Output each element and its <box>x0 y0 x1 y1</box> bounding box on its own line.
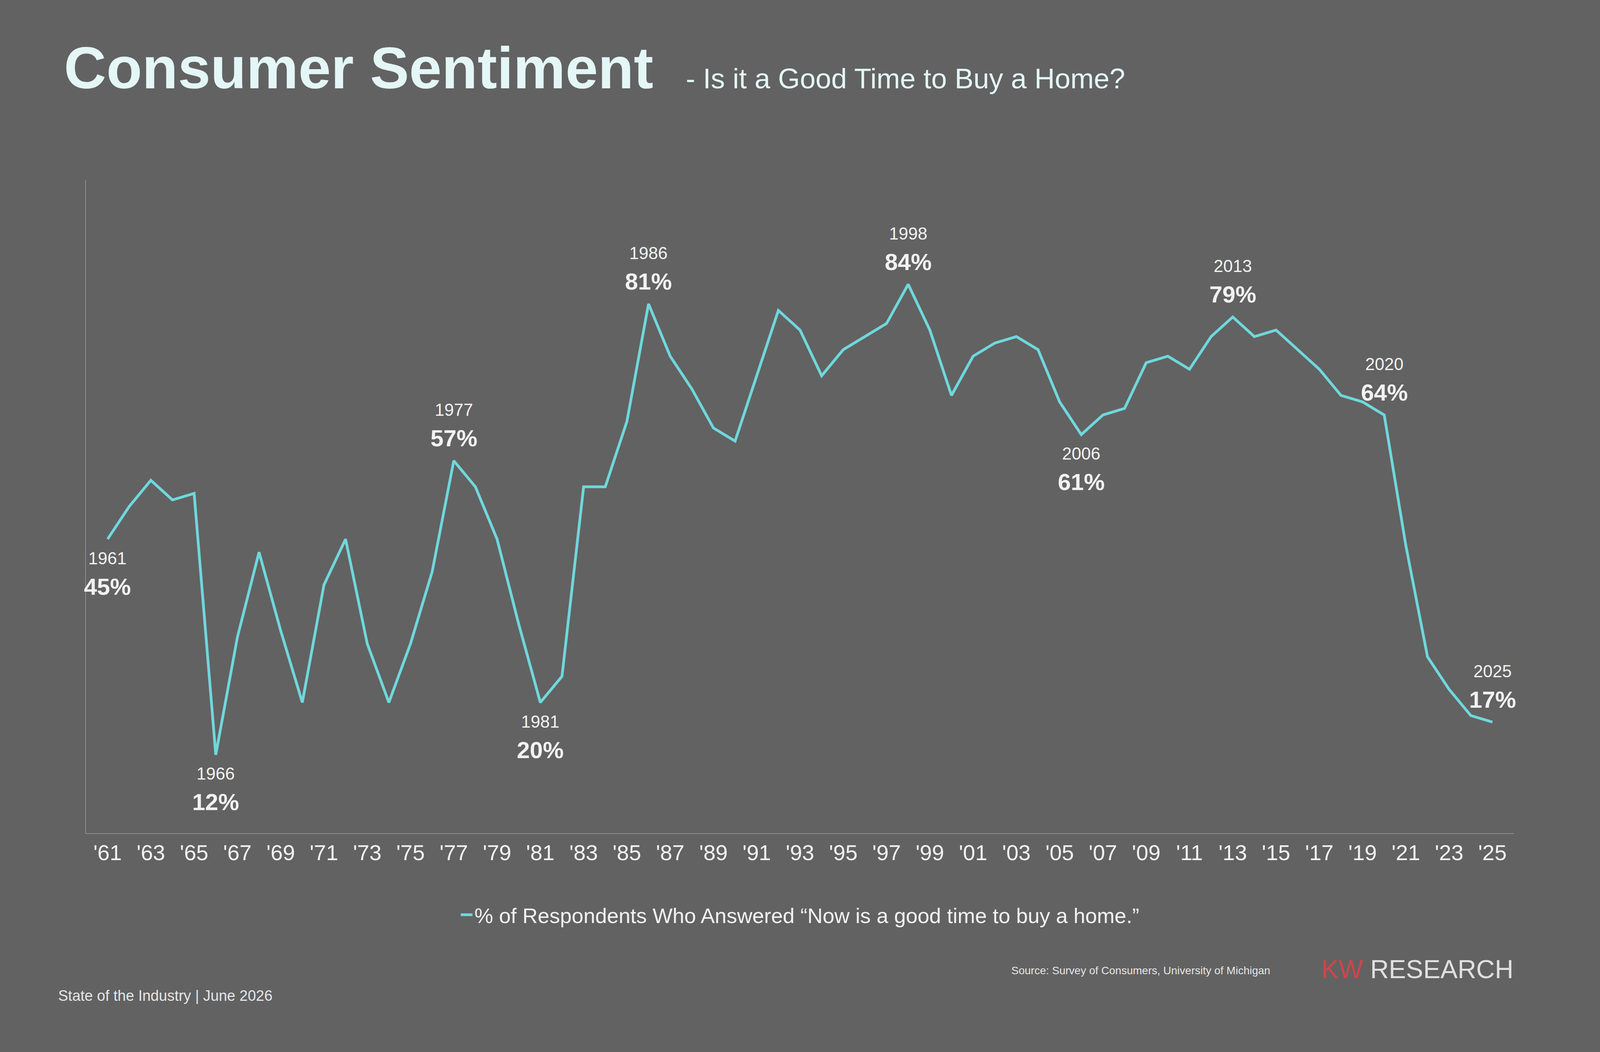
svg-text:'79: '79 <box>482 839 512 865</box>
svg-text:'23: '23 <box>1434 839 1464 865</box>
svg-text:'11: '11 <box>1176 839 1204 865</box>
svg-text:'97: '97 <box>872 839 901 865</box>
svg-text:196145%: 196145% <box>83 548 131 600</box>
svg-text:'65: '65 <box>179 839 209 865</box>
svg-text:202517%: 202517% <box>1469 661 1517 713</box>
svg-text:199884%: 199884% <box>884 223 932 275</box>
svg-text:'61: '61 <box>93 839 122 865</box>
svg-text:197757%: 197757% <box>430 400 478 452</box>
svg-text:'01: '01 <box>958 839 988 865</box>
svg-text:'63: '63 <box>136 839 166 865</box>
svg-text:'13: '13 <box>1218 839 1247 865</box>
svg-text:Source: Survey of Consumers, U: Source: Survey of Consumers, University … <box>1011 964 1271 977</box>
svg-text:'87: '87 <box>655 839 685 865</box>
svg-text:'73: '73 <box>353 839 382 865</box>
svg-text:'05: '05 <box>1045 839 1074 865</box>
svg-text:'15: '15 <box>1261 839 1291 865</box>
svg-text:'71: '71 <box>309 839 339 865</box>
svg-text:'81: '81 <box>526 839 555 865</box>
svg-text:State of the Industry | June 2: State of the Industry | June 2026 <box>58 987 273 1004</box>
svg-text:'19: '19 <box>1348 839 1377 865</box>
svg-text:198681%: 198681% <box>625 243 672 295</box>
svg-text:198120%: 198120% <box>516 711 564 763</box>
svg-text:201379%: 201379% <box>1209 256 1257 308</box>
svg-text:'99: '99 <box>915 839 945 865</box>
svg-text:200661%: 200661% <box>1057 443 1105 495</box>
svg-text:202064%: 202064% <box>1360 354 1408 406</box>
svg-text:KW RESEARCH: KW RESEARCH <box>1321 954 1514 984</box>
svg-text:% of Respondents Who Answered: % of Respondents Who Answered “Now is a … <box>474 903 1140 927</box>
svg-text:'89: '89 <box>699 839 728 865</box>
svg-text:'25: '25 <box>1478 839 1507 865</box>
svg-text:'83: '83 <box>569 839 599 865</box>
svg-text:'07: '07 <box>1088 839 1118 865</box>
svg-text:'95: '95 <box>828 839 858 865</box>
svg-text:'09: '09 <box>1132 839 1161 865</box>
svg-text:Consumer Sentiment - Is it a: Consumer Sentiment - Is it a Good Time t… <box>64 35 1125 101</box>
svg-text:'17: '17 <box>1305 839 1334 865</box>
svg-text:'91: '91 <box>742 839 772 865</box>
svg-text:'69: '69 <box>266 839 295 865</box>
svg-text:'67: '67 <box>223 839 252 865</box>
svg-text:'93: '93 <box>785 839 815 865</box>
svg-text:196612%: 196612% <box>192 763 240 815</box>
svg-text:'21: '21 <box>1391 839 1421 865</box>
svg-text:'85: '85 <box>612 839 642 865</box>
svg-text:'03: '03 <box>1001 839 1031 865</box>
svg-text:'75: '75 <box>396 839 425 865</box>
svg-text:'77: '77 <box>439 839 468 865</box>
